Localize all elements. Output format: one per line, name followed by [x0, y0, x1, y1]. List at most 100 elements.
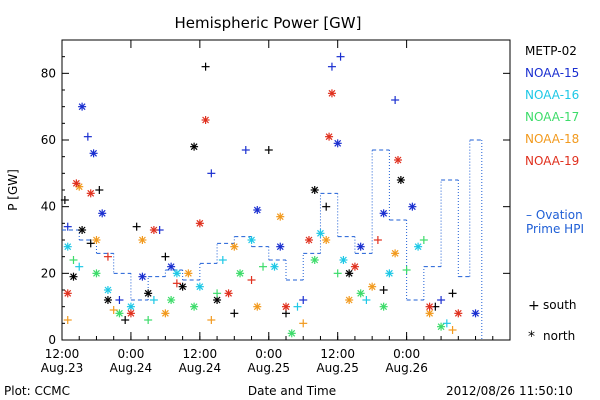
point-south — [161, 252, 170, 261]
point-north — [339, 256, 348, 264]
point-south — [121, 316, 130, 324]
point-south — [207, 316, 216, 324]
x-tick-date-label: Aug.26 — [385, 361, 428, 375]
point-south — [322, 202, 331, 211]
legend: METP-02 NOAA-15 NOAA-16 NOAA-17 NOAA-18 … — [525, 44, 584, 345]
point-north — [190, 142, 199, 151]
point-south — [437, 296, 446, 304]
point-north — [379, 209, 388, 218]
legend-ovation-line2: Prime HPI — [526, 222, 584, 236]
point-north — [345, 296, 354, 304]
point-north — [437, 322, 446, 331]
point-north — [167, 296, 176, 304]
legend-ovation-line1: – Ovation — [526, 208, 583, 222]
point-north — [253, 206, 262, 214]
x-tick-date-label: Aug.25 — [316, 361, 359, 375]
point-north — [310, 256, 319, 264]
point-south — [336, 52, 345, 61]
point-south — [83, 132, 92, 141]
point-north — [230, 242, 239, 251]
point-north — [394, 156, 402, 164]
point-north — [167, 262, 176, 271]
point-north — [98, 209, 107, 218]
point-north — [86, 189, 95, 198]
point-south — [448, 326, 457, 334]
point-north — [78, 226, 87, 234]
legend-north-label: north — [543, 329, 575, 343]
point-north — [368, 282, 377, 291]
y-tick-label: 60 — [41, 133, 56, 147]
point-north — [276, 242, 285, 251]
point-north — [333, 139, 342, 148]
point-south — [63, 316, 72, 324]
point-south — [207, 169, 216, 178]
x-tick-date-label: Aug.24 — [179, 361, 222, 375]
point-north — [195, 219, 204, 228]
legend-metp-02: METP-02 — [525, 44, 577, 58]
point-south — [333, 269, 342, 278]
point-north — [236, 269, 245, 278]
point-north — [425, 309, 434, 318]
x-tick-date-label: Aug.24 — [110, 361, 153, 375]
point-south — [60, 196, 69, 204]
point-north — [247, 236, 256, 244]
point-north — [126, 302, 135, 311]
point-south — [419, 236, 428, 244]
point-south — [391, 96, 400, 104]
point-north — [72, 179, 81, 188]
y-tick-label: 0 — [48, 333, 56, 347]
point-south — [247, 276, 256, 284]
point-north — [396, 176, 405, 184]
point-north — [385, 269, 394, 278]
point-north — [78, 102, 87, 111]
point-north — [322, 236, 331, 244]
point-north — [115, 309, 124, 318]
point-south — [144, 316, 153, 324]
point-south — [149, 296, 158, 304]
y-tick-label: 40 — [41, 200, 56, 214]
point-north — [316, 229, 325, 238]
x-tick-time-label: 0:00 — [255, 347, 282, 361]
point-south — [213, 289, 222, 298]
point-south — [75, 262, 84, 271]
point-north — [103, 296, 112, 304]
chart-title: Hemispheric Power [GW] — [175, 14, 362, 32]
point-north — [172, 269, 181, 278]
point-south — [282, 309, 290, 318]
point-south — [362, 296, 371, 304]
x-tick-time-label: 12:00 — [320, 347, 355, 361]
point-north — [224, 289, 233, 298]
x-axis: 12:00Aug.230:00Aug.2412:00Aug.240:00Aug.… — [41, 40, 511, 375]
point-south — [218, 256, 227, 264]
x-tick-time-label: 0:00 — [117, 347, 144, 361]
point-south — [172, 279, 181, 288]
x-tick-time-label: 12:00 — [183, 347, 218, 361]
legend-noaa-17: NOAA-17 — [525, 110, 579, 124]
point-south — [373, 236, 382, 244]
y-axis-label: P [GW] — [6, 169, 20, 211]
point-south — [115, 296, 124, 304]
point-north — [287, 329, 296, 338]
point-north — [350, 262, 359, 271]
point-north — [63, 289, 72, 298]
point-north — [276, 212, 285, 221]
point-north — [282, 302, 290, 311]
point-south — [293, 302, 302, 311]
point-south — [299, 319, 308, 328]
legend-north-symbol: * — [528, 329, 535, 345]
point-north — [408, 202, 417, 211]
point-south — [402, 266, 411, 274]
point-north — [92, 236, 101, 244]
legend-noaa-19: NOAA-19 — [525, 154, 579, 168]
plot-frame — [61, 39, 511, 341]
point-south — [379, 286, 388, 294]
point-north — [304, 236, 313, 244]
legend-south-label: south — [543, 298, 577, 312]
point-north — [201, 116, 210, 124]
point-north — [161, 309, 170, 318]
plot-credit: Plot: CCMC — [4, 384, 70, 398]
point-north — [391, 249, 400, 258]
point-north — [356, 289, 365, 298]
point-north — [69, 272, 78, 281]
point-north — [144, 289, 153, 298]
